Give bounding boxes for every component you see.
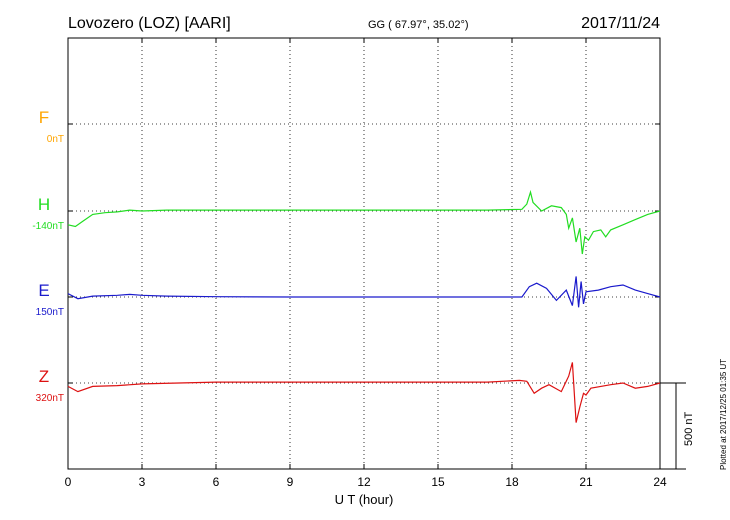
series-offset-Z: 320nT	[36, 393, 64, 404]
x-tick-label: 6	[213, 475, 220, 489]
x-tick-label: 21	[579, 475, 593, 489]
series-offset-H: -140nT	[32, 221, 64, 232]
series-line-E	[67, 276, 661, 308]
x-tick-label: 15	[431, 475, 445, 489]
series-line-Z	[67, 362, 661, 423]
x-tick-label: 9	[287, 475, 294, 489]
series-offset-F: 0nT	[47, 134, 64, 145]
series-name-F: F	[39, 108, 49, 127]
x-tick-label: 3	[139, 475, 146, 489]
chart-date: 2017/11/24	[581, 15, 660, 32]
station-title: Lovozero (LOZ) [AARI]	[68, 15, 231, 32]
scale-bar: 500 nT	[660, 382, 695, 470]
series-labels: F 0nT H -140nT E 150nT Z 320nT	[32, 108, 660, 404]
x-axis-label: U T (hour)	[335, 492, 394, 507]
x-ticks: 0 3 6 9 12 15 18 21 24	[65, 38, 667, 489]
grid	[68, 38, 660, 469]
series-lines	[67, 189, 661, 423]
series-name-E: E	[38, 281, 49, 300]
series-line-H	[67, 189, 661, 255]
x-tick-label: 12	[357, 475, 371, 489]
scale-bar-label: 500 nT	[683, 411, 695, 446]
series-name-Z: Z	[39, 367, 49, 386]
series-offset-E: 150nT	[36, 307, 64, 318]
series-name-H: H	[38, 195, 50, 214]
plotted-timestamp: Plotted at 2017/12/25 01:35 UT	[719, 359, 728, 470]
x-tick-label: 24	[653, 475, 667, 489]
x-tick-label: 18	[505, 475, 519, 489]
x-tick-label: 0	[65, 475, 72, 489]
station-coords: GG ( 67.97°, 35.02°)	[368, 19, 469, 31]
